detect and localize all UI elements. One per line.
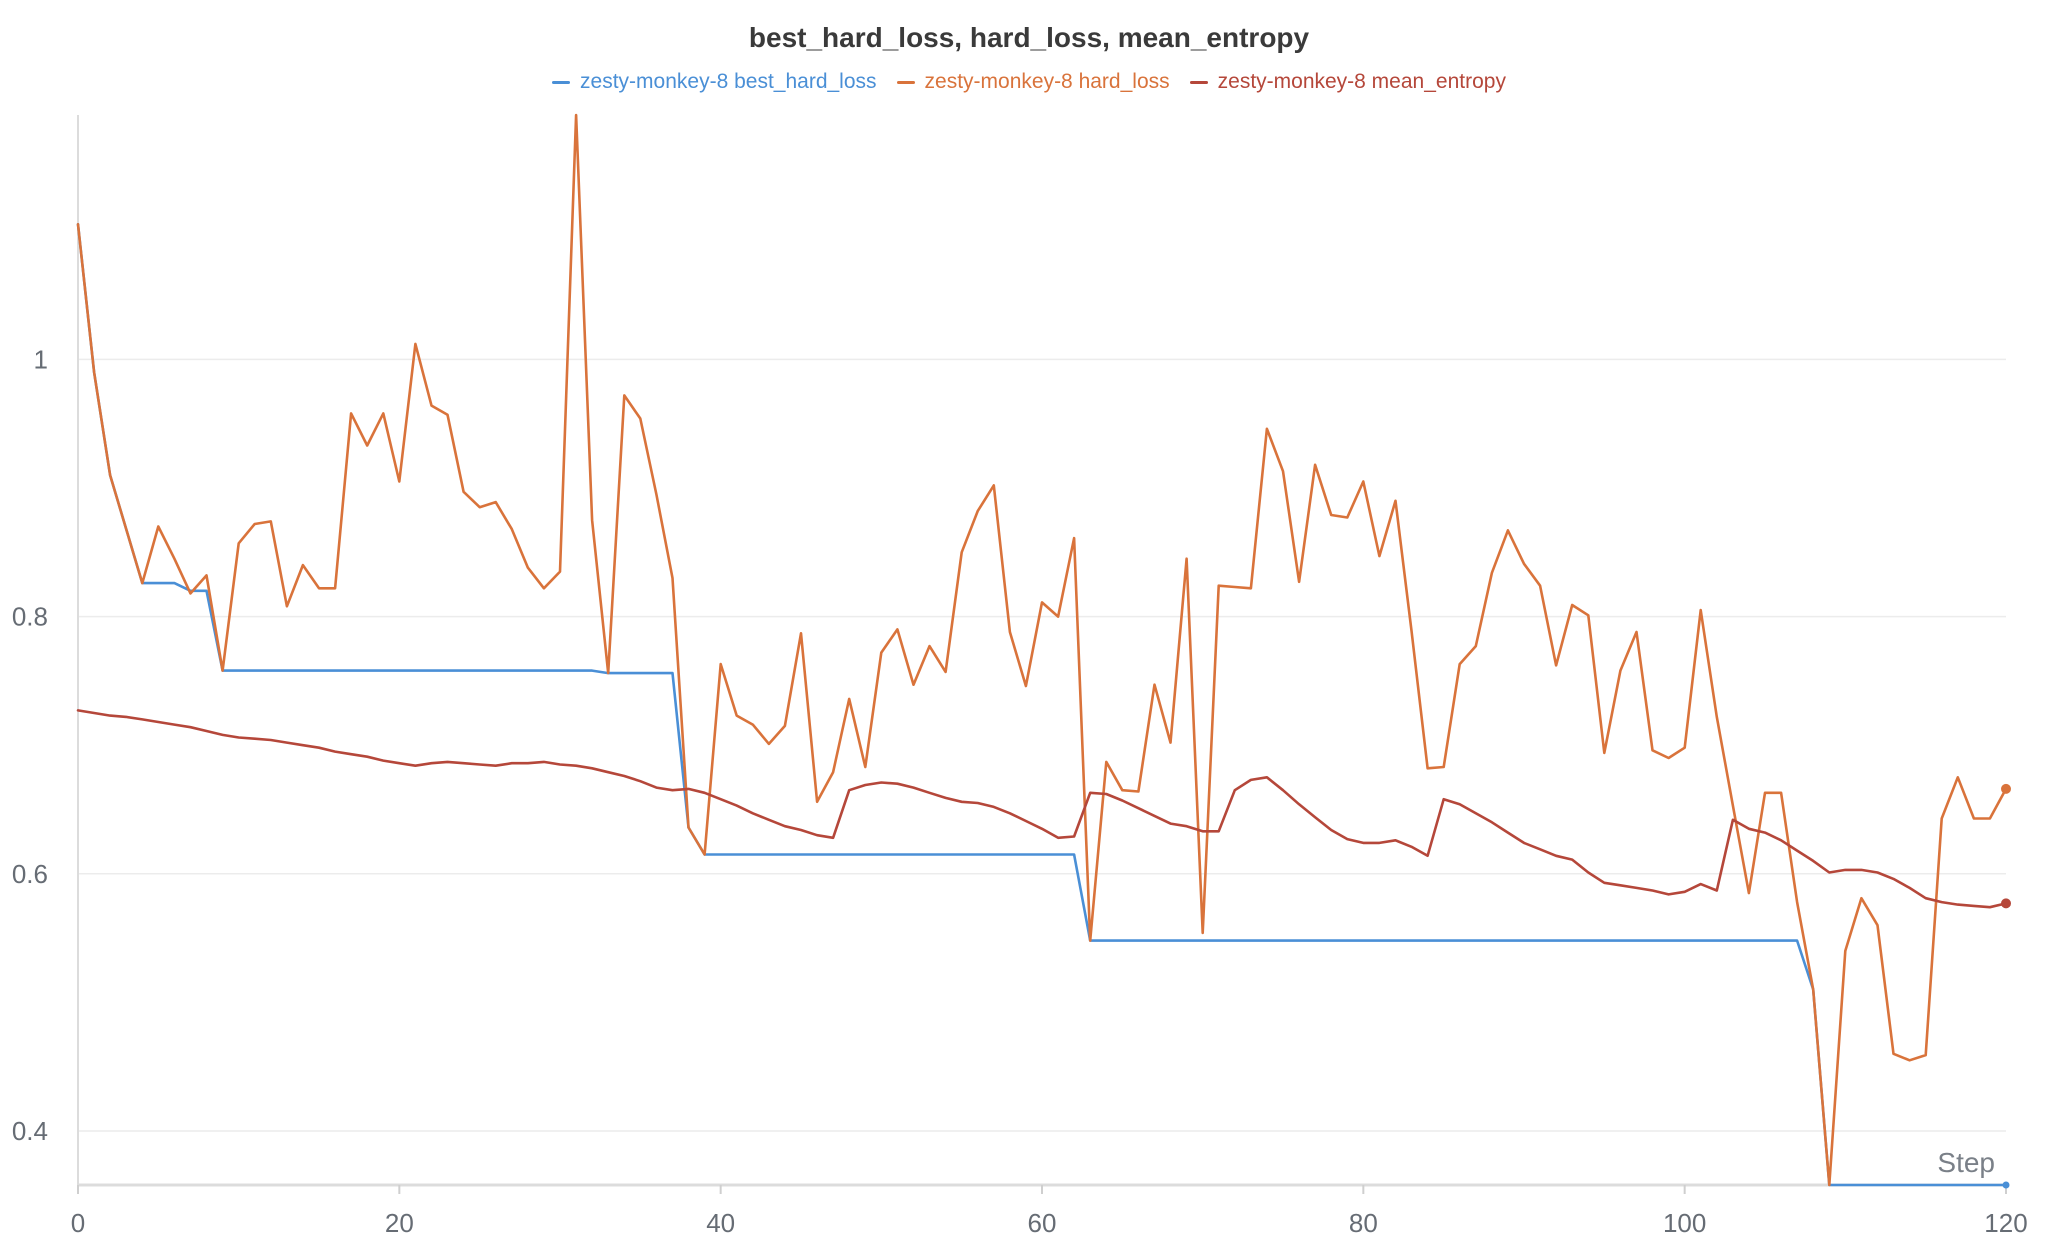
series-line-mean-entropy[interactable]	[76, 709, 2008, 909]
legend-swatch-mean-entropy	[1189, 80, 1208, 84]
y-tick-label: 1	[34, 344, 48, 374]
series-lines	[76, 113, 2011, 1189]
chart-title: best_hard_loss, hard_loss, mean_entropy	[748, 22, 1310, 53]
x-tick-label: 40	[706, 1208, 735, 1238]
legend-swatch-hard-loss	[896, 80, 915, 84]
y-tick-label: 0.4	[12, 1116, 48, 1146]
legend: zesty-monkey-8 best_hard_loss zesty-monk…	[0, 70, 2058, 94]
series-line-best-hard-loss[interactable]	[76, 223, 2008, 1187]
x-tick-label: 100	[1663, 1208, 1706, 1238]
legend-label-mean-entropy: zesty-monkey-8 mean_entropy	[1217, 70, 1506, 93]
end-marker-best-hard-loss	[2002, 1181, 2010, 1189]
grid-lines	[78, 358, 2006, 1132]
legend-label-hard-loss: zesty-monkey-8 hard_loss	[924, 70, 1170, 93]
end-marker-mean-entropy	[2001, 898, 2011, 909]
y-tick-label: 0.6	[12, 859, 48, 889]
x-axis-label: Step	[1937, 1147, 1995, 1178]
x-tick-label: 120	[1984, 1208, 2027, 1238]
x-tick-label: 20	[385, 1208, 414, 1238]
x-tick-label: 80	[1349, 1208, 1378, 1238]
legend-label-best-hard-loss: zesty-monkey-8 best_hard_loss	[580, 70, 877, 93]
axes	[77, 115, 2007, 1194]
tick-labels: 0.4 0.6 0.8 1 0 20 40 60 80 100 120 Step	[12, 344, 2028, 1238]
legend-item-hard-loss[interactable]: zesty-monkey-8 hard_loss	[896, 70, 1170, 94]
x-tick-label: 0	[71, 1208, 85, 1238]
legend-item-mean-entropy[interactable]: zesty-monkey-8 mean_entropy	[1189, 70, 1506, 94]
legend-item-best-hard-loss[interactable]: zesty-monkey-8 best_hard_loss	[552, 70, 877, 94]
y-tick-label: 0.8	[12, 602, 48, 632]
x-tick-label: 60	[1028, 1208, 1057, 1238]
end-marker-hard-loss	[2001, 783, 2011, 794]
legend-swatch-best-hard-loss	[552, 80, 571, 84]
series-line-hard-loss[interactable]	[76, 113, 2008, 1187]
